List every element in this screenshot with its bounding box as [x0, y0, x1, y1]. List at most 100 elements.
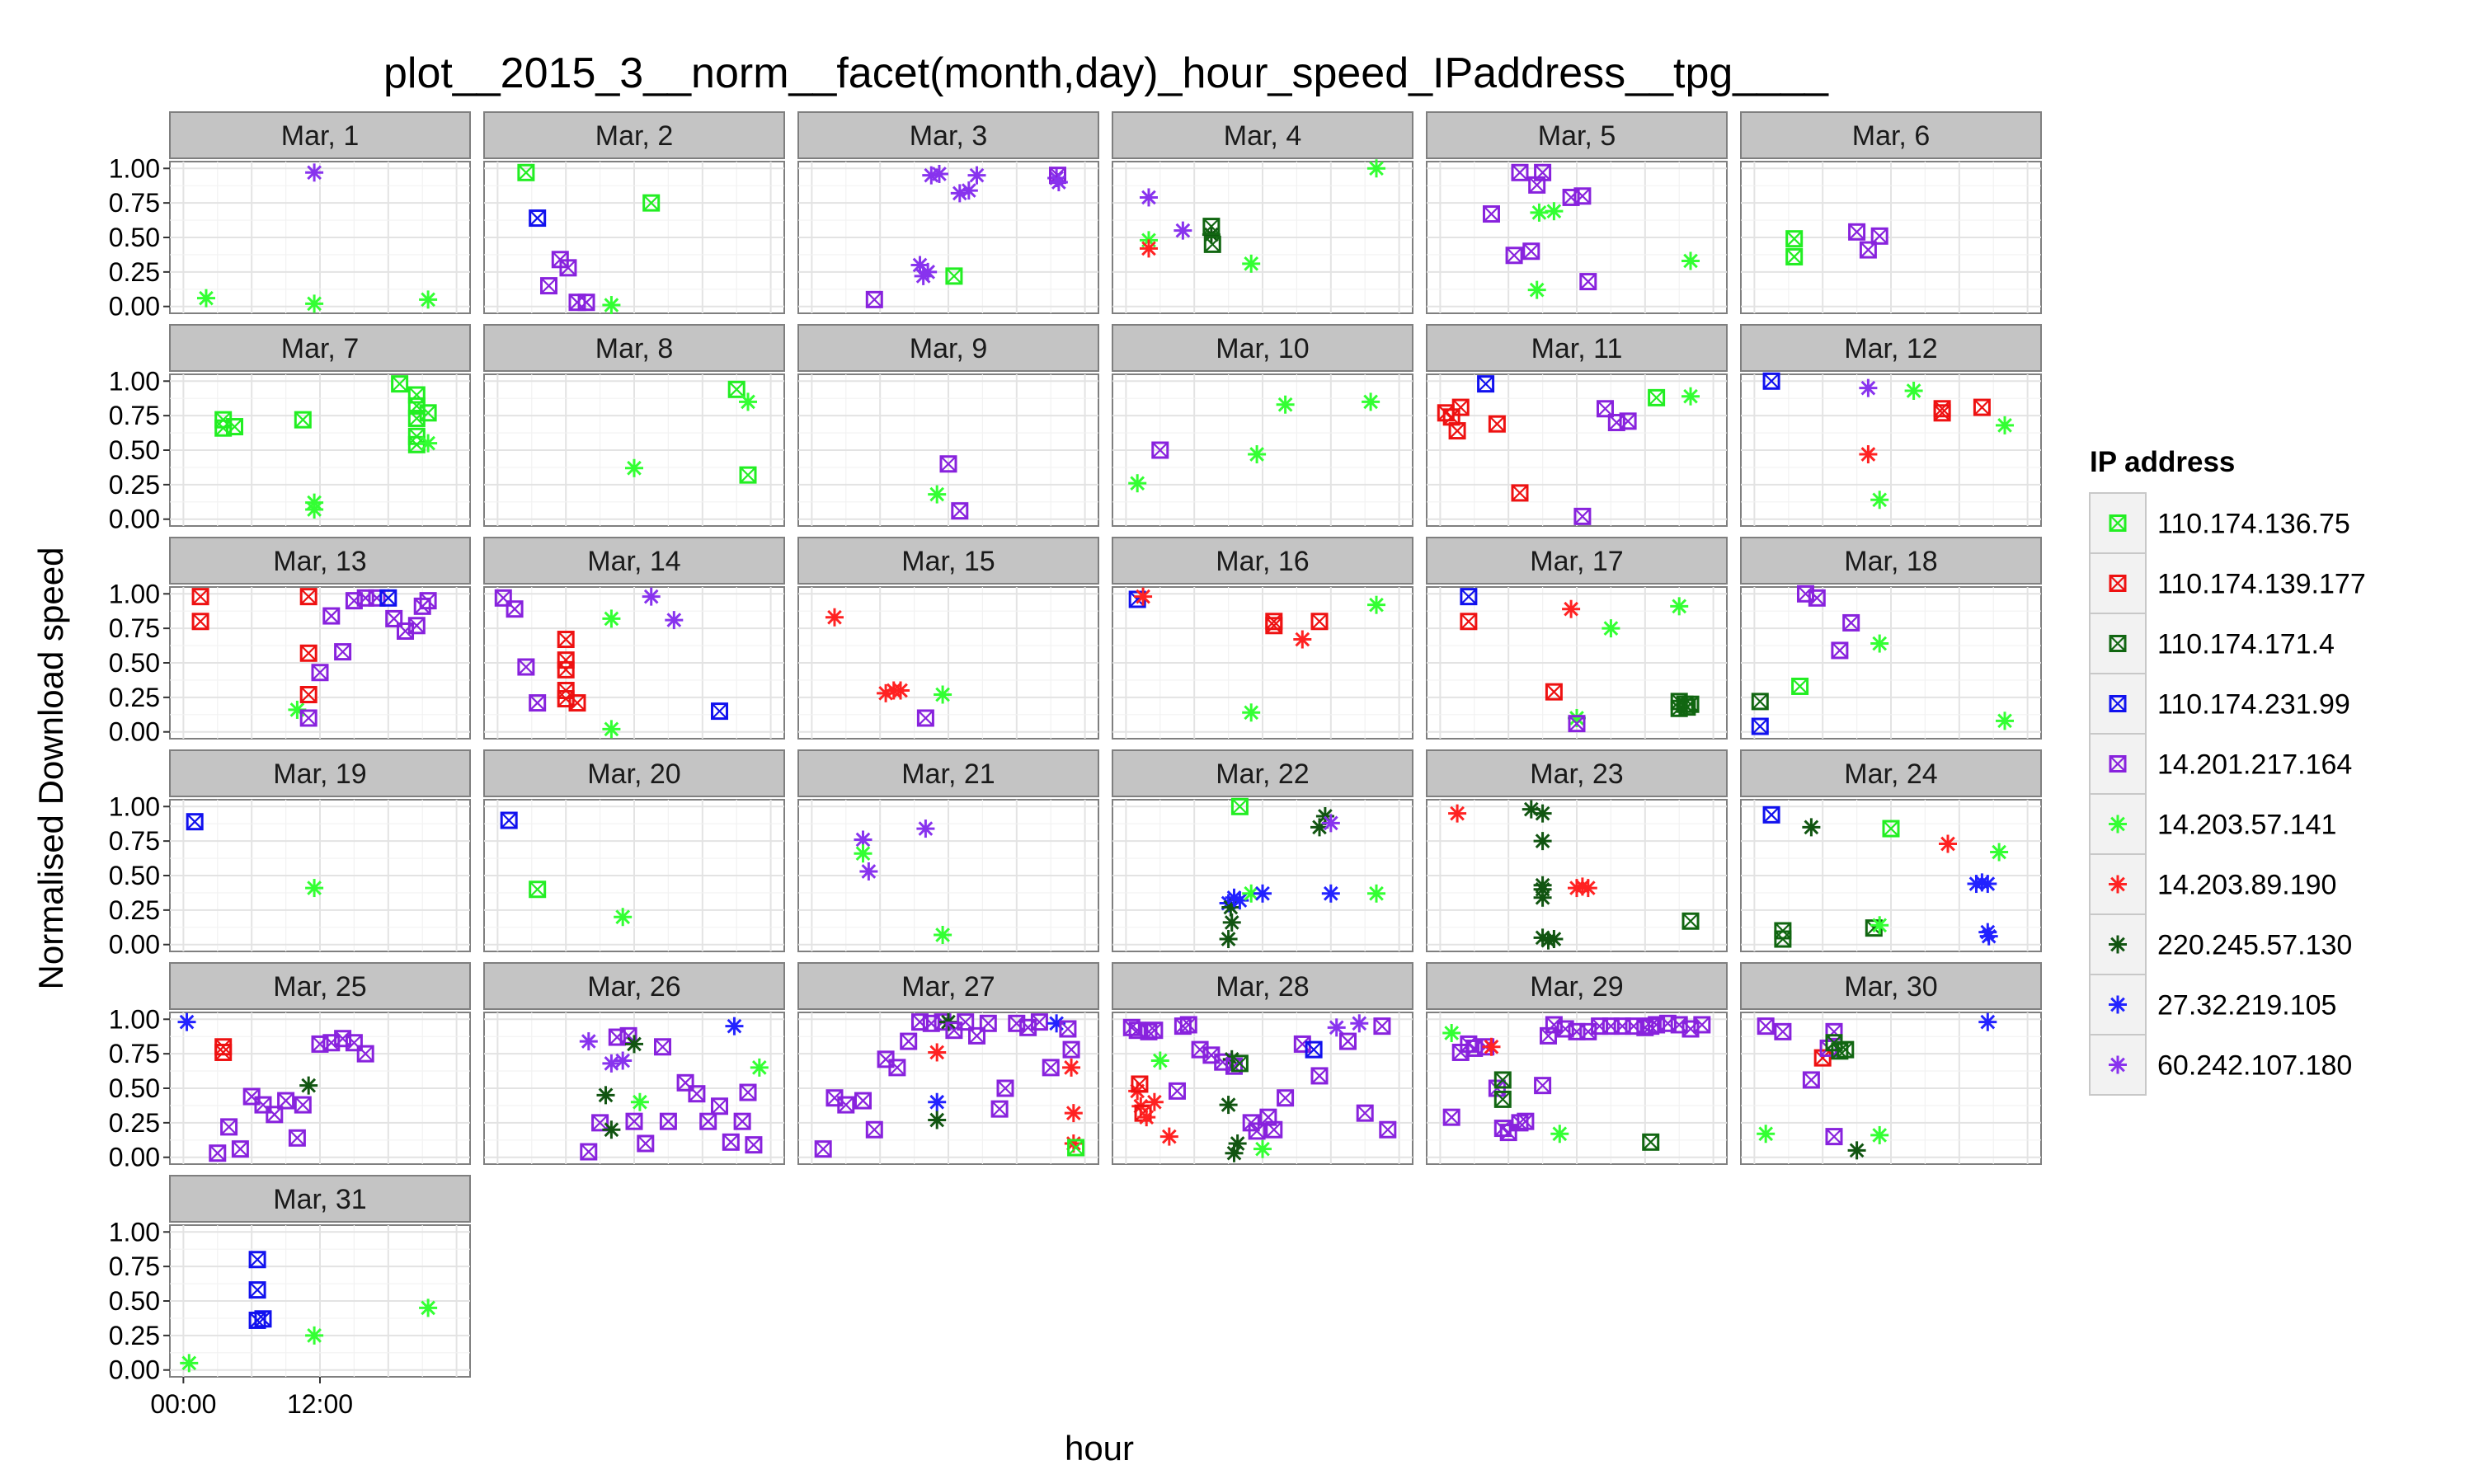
data-point — [277, 1092, 295, 1110]
facet-strip-label: Mar, 2 — [595, 120, 673, 152]
data-point — [1511, 163, 1529, 181]
facet-strip-label: Mar, 10 — [1216, 333, 1309, 364]
data-point — [379, 589, 397, 607]
data-point — [1493, 1090, 1512, 1108]
facet-strip — [1740, 111, 2042, 159]
data-point — [577, 294, 595, 312]
y-tick-label: 0.00 — [109, 505, 160, 534]
data-point — [919, 262, 938, 281]
data-point — [225, 418, 243, 436]
data-points — [865, 164, 1068, 308]
data-point — [299, 588, 317, 606]
data-point — [1230, 797, 1249, 815]
facet-panel: Mar, 28 — [1112, 962, 1413, 1165]
data-point — [1350, 1014, 1369, 1033]
facet-strip-label: Mar, 25 — [273, 971, 366, 1003]
data-point — [1228, 1134, 1247, 1153]
legend-item: 14.203.89.190 — [2089, 853, 2336, 915]
data-point — [1751, 717, 1769, 735]
data-points — [191, 588, 437, 727]
data-point — [602, 720, 621, 739]
data-point — [529, 881, 547, 899]
grid-lines — [798, 800, 1098, 951]
data-point — [1448, 422, 1466, 440]
data-points — [494, 587, 729, 739]
data-points — [1219, 797, 1386, 949]
legend: IP address 110.174.136.75 110.174.139.177… — [2089, 446, 2366, 1096]
data-point — [1847, 1141, 1866, 1160]
data-point — [1859, 241, 1877, 259]
facet-strip-label: Mar, 1 — [281, 120, 359, 152]
data-point — [1802, 818, 1821, 837]
grid-lines — [1112, 162, 1413, 313]
data-point — [1545, 930, 1564, 949]
legend-item: 110.174.231.99 — [2089, 673, 2350, 735]
data-point — [1367, 159, 1386, 178]
data-point — [1379, 1120, 1397, 1139]
data-point — [299, 1076, 318, 1095]
facet-strip-label: Mar, 11 — [1531, 333, 1623, 364]
y-tick-label: 0.00 — [109, 930, 160, 960]
legend-marker — [2109, 695, 2127, 712]
data-point — [1831, 641, 1849, 660]
data-point — [854, 830, 872, 849]
data-point — [928, 1111, 947, 1129]
data-point — [419, 404, 437, 422]
data-point — [1131, 1075, 1149, 1093]
data-point — [539, 277, 557, 295]
facet-panel: Mar, 21 — [797, 749, 1099, 952]
facet-panel: Mar, 25 0.00 0.25 0.50 0.75 1.00 — [109, 962, 471, 1172]
legend-item: 110.174.139.177 — [2089, 552, 2366, 614]
facet-panel: Mar, 29 — [1426, 962, 1728, 1165]
data-point — [1367, 595, 1386, 614]
y-tick-label: 1.00 — [109, 153, 160, 183]
facet-strip — [169, 962, 471, 1010]
legend-marker — [2109, 935, 2127, 954]
data-point — [1159, 1127, 1178, 1146]
data-point — [1511, 484, 1529, 502]
data-point — [559, 259, 577, 277]
facet-panel: Mar, 30 — [1740, 962, 2042, 1165]
legend-label: 14.203.89.190 — [2157, 870, 2336, 901]
data-point — [916, 819, 935, 838]
legend-label: 110.174.139.177 — [2157, 569, 2366, 600]
data-point — [614, 908, 633, 927]
facet-strip-label: Mar, 7 — [281, 333, 359, 364]
legend-marker — [2109, 635, 2127, 652]
data-point — [1327, 1018, 1346, 1037]
data-point — [500, 811, 518, 829]
data-point — [1573, 187, 1592, 205]
facet-strip — [169, 537, 471, 585]
y-tick-label: 0.00 — [109, 292, 160, 322]
data-point — [1442, 1024, 1461, 1043]
data-point — [1527, 280, 1546, 299]
y-tick-label: 0.50 — [109, 435, 160, 465]
facet-panel: Mar, 7 0.00 0.25 0.50 0.75 1.00 — [109, 324, 471, 534]
facet-strip-label: Mar, 13 — [273, 546, 366, 577]
data-point — [356, 1045, 374, 1063]
y-tick-label: 0.50 — [109, 1286, 160, 1316]
facet-panel: Mar, 19 0.00 0.25 0.50 0.75 1.00 — [109, 749, 471, 960]
grid-lines — [798, 587, 1098, 739]
data-point — [642, 194, 661, 212]
data-point — [1648, 388, 1666, 406]
data-point — [1265, 1120, 1283, 1139]
grid-lines — [1112, 587, 1413, 739]
data-point — [1973, 398, 1991, 416]
facet-panel: Mar, 5 — [1426, 111, 1728, 314]
data-point — [1482, 1037, 1501, 1056]
data-points — [1482, 163, 1700, 299]
facet-panel: Mar, 14 — [483, 537, 785, 740]
data-point — [299, 644, 317, 662]
data-point — [305, 294, 324, 313]
data-point — [1367, 884, 1386, 903]
data-point — [1534, 163, 1552, 181]
facet-strip-label: Mar, 9 — [910, 333, 987, 364]
data-point — [305, 879, 324, 898]
facet-strip-label: Mar, 30 — [1844, 971, 1937, 1003]
data-point — [305, 1326, 324, 1345]
data-point — [419, 434, 438, 453]
data-points — [625, 380, 758, 484]
y-tick-label: 1.00 — [109, 1217, 160, 1247]
legend-label: 220.245.57.130 — [2157, 930, 2352, 961]
